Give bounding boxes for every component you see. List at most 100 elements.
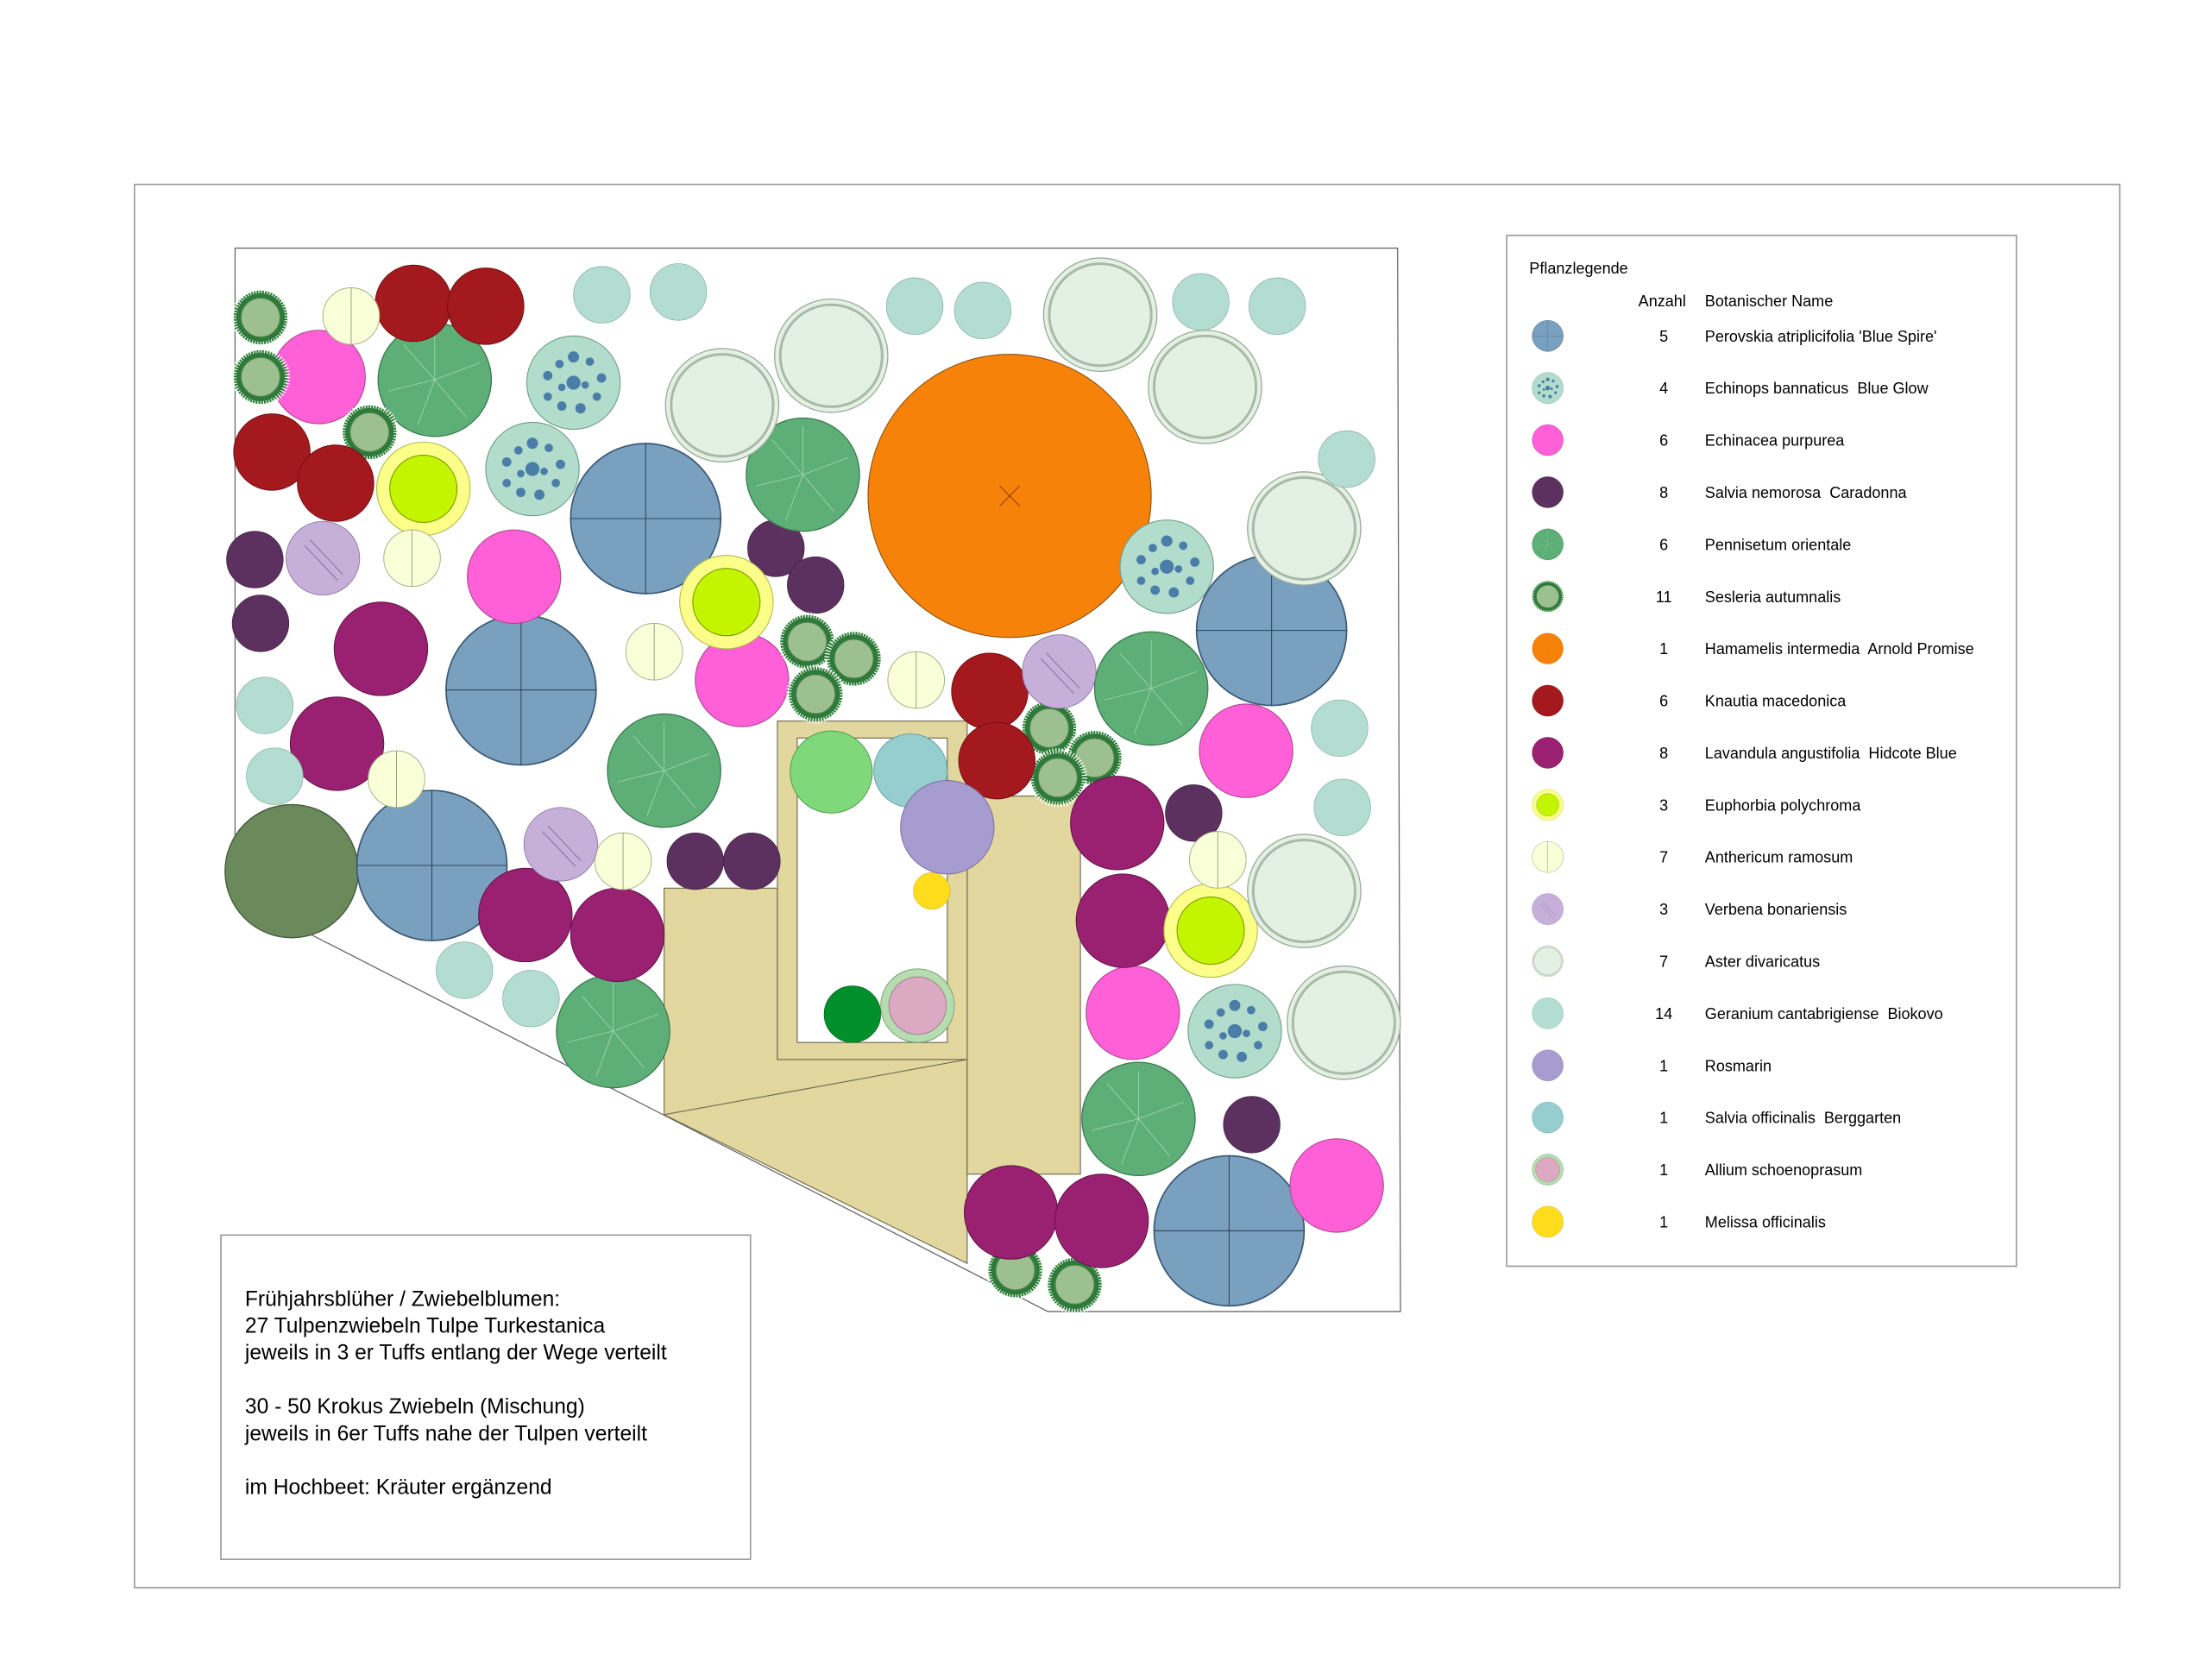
echinacea-symbol [1289, 1138, 1384, 1233]
notes-box: Frühjahrsblüher / Zwiebelblumen: 27 Tulp… [220, 1234, 752, 1560]
herbgreen-symbol [790, 730, 873, 814]
legend-col-name: Botanischer Name [1705, 293, 1833, 310]
legend-row: 4 Echinops bannaticus Blue Glow [1532, 373, 1929, 404]
legend-row: 3 Euphorbia polychroma [1532, 789, 1861, 821]
notes-frame [220, 1234, 752, 1560]
legend-frame [1506, 234, 2017, 1268]
lavandula-symbol [963, 1165, 1059, 1260]
legend-name: Pennisetum orientale [1705, 536, 1852, 553]
knautia-symbol [297, 444, 374, 522]
legend-count: 6 [1659, 432, 1668, 450]
hamamelis-symbol [867, 354, 1152, 639]
geranium-symbol [236, 676, 294, 734]
herbdark-symbol [823, 985, 882, 1043]
legend-row: 8 Salvia nemorosa Caradonna [1532, 476, 1908, 508]
sesleria-symbol [234, 291, 287, 344]
aster-symbol [1286, 965, 1402, 1081]
geranium-symbol [885, 277, 944, 335]
legend-perovskia-icon [1532, 320, 1564, 352]
legend-row: 6 Echinacea purpurea [1532, 424, 1845, 456]
legend-name: Verbena bonariensis [1705, 901, 1847, 918]
legend-name: Melissa officinalis [1705, 1213, 1826, 1230]
legend-name: Allium schoenoprasum [1705, 1161, 1863, 1179]
legend-name: Echinacea purpurea [1705, 432, 1845, 450]
plant-legend: Pflanzlegende Anzahl Botanischer Name 5 P… [1506, 234, 2017, 1268]
lavandula-symbol [1054, 1173, 1149, 1268]
legend-echinacea-icon [1532, 424, 1564, 456]
echinops-symbol [1120, 520, 1213, 613]
legend-count: 4 [1659, 380, 1668, 397]
legend-count: 1 [1659, 1110, 1668, 1127]
legend-name: Sesleria autumnalis [1705, 588, 1841, 606]
lavandula-symbol [333, 601, 429, 696]
legend-count: 5 [1659, 328, 1668, 345]
legend-count: 11 [1656, 588, 1672, 606]
legend-name: Perovskia atriplicifolia 'Blue Spire' [1705, 328, 1937, 345]
legend-row: 1 Melissa officinalis [1532, 1205, 1826, 1238]
euphorbia-symbol [1163, 883, 1258, 978]
legend-title: Pflanzlegende [1529, 260, 1627, 277]
legend-allium-icon [1532, 1154, 1564, 1186]
melissa-symbol [913, 872, 951, 910]
legend-row: 14 Geranium cantabrigiense Biokovo [1532, 997, 1943, 1029]
legend-name: Aster divaricatus [1705, 953, 1820, 971]
legend-pennisetum-icon [1532, 528, 1564, 561]
legend-name: Anthericum ramosum [1705, 849, 1853, 866]
geranium-symbol [649, 263, 708, 321]
legend-aster-icon [1532, 945, 1564, 978]
legend-row: 1 Rosmarin [1532, 1049, 1772, 1081]
pennisetum-symbol [556, 973, 670, 1089]
salvia-symbol [1223, 1096, 1281, 1154]
large-symbol [224, 803, 359, 939]
geranium-symbol [246, 747, 304, 805]
euphorbia-symbol [375, 441, 471, 537]
legend-name: Geranium cantabrigiense Biokovo [1705, 1005, 1943, 1022]
aster-symbol [773, 298, 890, 414]
sesleria-symbol [1031, 751, 1085, 804]
geranium-symbol [1313, 778, 1371, 836]
knautia-symbol [447, 267, 525, 345]
legend-rosmarin-icon [1532, 1049, 1564, 1081]
geranium-symbol [1172, 273, 1230, 331]
anthericum-symbol [1188, 831, 1247, 889]
echinacea-symbol [466, 529, 562, 624]
legend-verbena-icon [1532, 893, 1564, 925]
legend-lavandula-icon [1532, 737, 1564, 769]
legend-name: Echinops bannaticus Blue Glow [1705, 380, 1929, 397]
legend-hamamelis-icon [1532, 632, 1564, 664]
anthericum-symbol [322, 287, 381, 345]
lavandula-symbol [570, 887, 665, 983]
anthericum-symbol [383, 529, 441, 588]
anthericum-symbol [887, 651, 946, 709]
geranium-symbol [953, 281, 1012, 339]
sesleria-symbol [234, 350, 287, 404]
legend-count: 1 [1659, 1161, 1668, 1179]
geranium-symbol [1318, 430, 1375, 488]
legend-count: 1 [1659, 640, 1668, 658]
legend-row: 11 Sesleria autumnalis [1530, 579, 1841, 614]
legend-col-count: Anzahl [1639, 293, 1686, 310]
geranium-symbol [1249, 277, 1306, 335]
pennisetum-symbol [1081, 1061, 1196, 1177]
anthericum-symbol [625, 622, 683, 681]
legend-row: 5 Perovskia atriplicifolia 'Blue Spire' [1532, 320, 1937, 352]
legend-sesleria-icon [1530, 579, 1565, 614]
legend-row: 1 Hamamelis intermedia Arnold Promise [1532, 632, 1974, 664]
legend-row: 1 Allium schoenoprasum [1532, 1154, 1863, 1186]
lavandula-symbol [1075, 873, 1171, 968]
legend-name: Rosmarin [1705, 1057, 1772, 1074]
notes-line-1: Frühjahrsblüher / Zwiebelblumen: [245, 1287, 560, 1311]
lavandula-symbol [1070, 776, 1165, 871]
perovskia-symbol [445, 613, 597, 766]
legend-salviaoff-icon [1532, 1101, 1564, 1134]
legend-count: 1 [1659, 1057, 1668, 1074]
rosmarin-symbol [900, 780, 995, 875]
legend-row: 7 Anthericum ramosum [1532, 840, 1853, 873]
salvia-symbol [231, 595, 290, 652]
legend-count: 3 [1659, 796, 1668, 814]
geranium-symbol [573, 266, 631, 324]
legend-count: 7 [1659, 953, 1668, 971]
legend-row: 1 Salvia officinalis Berggarten [1532, 1101, 1901, 1134]
euphorbia-symbol [679, 555, 774, 650]
aster-symbol [1246, 470, 1363, 587]
